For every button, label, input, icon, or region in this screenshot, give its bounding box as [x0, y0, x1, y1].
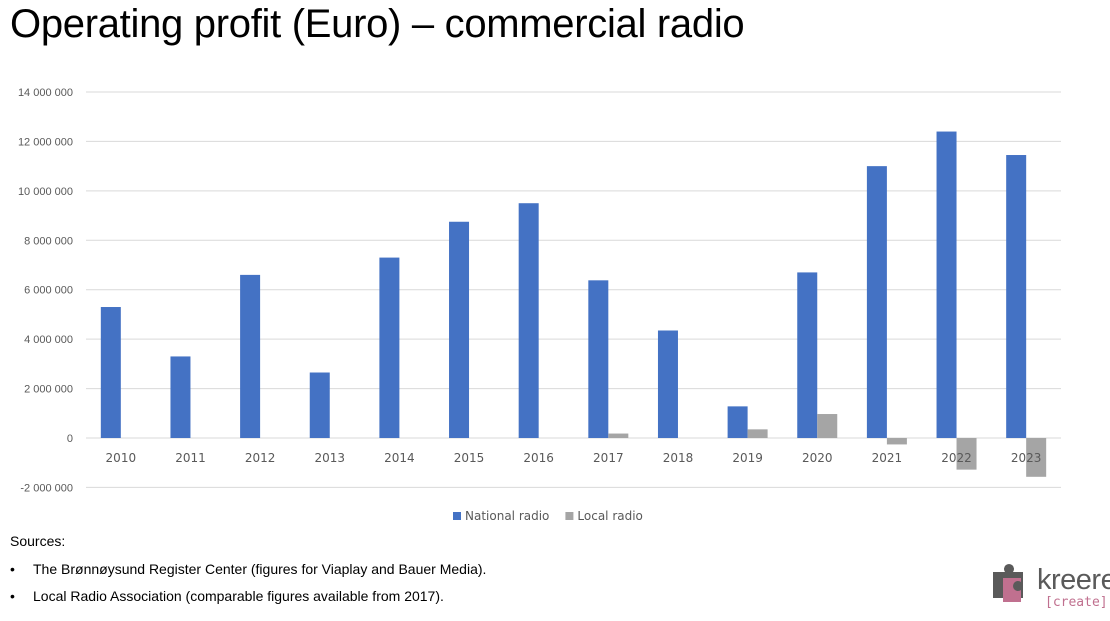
source-text: The Brønnøysund Register Center (figures… — [33, 561, 487, 577]
legend-label: Local radio — [577, 509, 643, 523]
bar-local-radio — [1026, 438, 1047, 477]
source-text: Local Radio Association (comparable figu… — [33, 588, 444, 604]
x-tick-label: 2019 — [732, 451, 763, 465]
x-tick-label: 2011 — [175, 451, 206, 465]
page-title: Operating profit (Euro) – commercial rad… — [10, 2, 745, 46]
kreere-logo: kreere [create] — [985, 562, 1110, 614]
y-tick-label: 2 000 000 — [24, 384, 73, 396]
y-tick-label: 4 000 000 — [24, 334, 73, 346]
bar-local-radio — [886, 438, 907, 445]
bar-national-radio — [936, 131, 957, 439]
x-tick-label: 2022 — [941, 451, 972, 465]
bullet-icon: • — [10, 561, 15, 577]
bar-national-radio — [170, 356, 191, 438]
x-tick-label: 2018 — [663, 451, 694, 465]
x-tick-label: 2017 — [593, 451, 624, 465]
sources-heading: Sources: — [10, 533, 66, 549]
bar-national-radio — [1006, 155, 1027, 438]
logo-wordmark: kreere — [1037, 564, 1110, 596]
bar-national-radio — [866, 166, 887, 438]
bar-local-radio — [608, 433, 629, 438]
bar-national-radio — [797, 272, 818, 438]
source-item: • The Brønnøysund Register Center (figure… — [10, 560, 486, 587]
x-tick-label: 2023 — [1011, 451, 1042, 465]
x-tick-label: 2014 — [384, 451, 415, 465]
y-tick-label: 8 000 000 — [24, 235, 73, 247]
x-tick-label: 2015 — [454, 451, 485, 465]
legend-swatch — [453, 512, 461, 520]
bar-national-radio — [518, 203, 539, 438]
source-item: • Local Radio Association (comparable fig… — [10, 587, 486, 614]
bar-national-radio — [240, 274, 261, 438]
legend-swatch — [565, 512, 574, 520]
y-tick-label: -2 000 000 — [20, 482, 73, 494]
bar-national-radio — [309, 372, 330, 438]
sources-list: • The Brønnøysund Register Center (figure… — [10, 560, 486, 614]
bar-local-radio — [817, 414, 838, 438]
x-tick-label: 2013 — [314, 451, 345, 465]
y-tick-label: 12 000 000 — [18, 136, 73, 148]
bar-national-radio — [449, 221, 470, 438]
legend-label: National radio — [465, 509, 549, 523]
bar-chart: -2 000 000 0 2 000 000 4 000 000 6 000 000 8 … — [18, 87, 1061, 523]
x-tick-label: 2020 — [802, 451, 833, 465]
y-tick-label: 6 000 000 — [24, 285, 73, 297]
y-tick-label: 14 000 000 — [18, 87, 73, 99]
bar-local-radio — [747, 429, 768, 438]
x-tick-label: 2021 — [872, 451, 903, 465]
bullet-icon: • — [10, 588, 15, 604]
x-tick-label: 2016 — [523, 451, 554, 465]
bar-national-radio — [657, 330, 678, 438]
bar-national-radio — [100, 307, 121, 438]
bar-national-radio — [727, 406, 748, 438]
puzzle-logo-icon — [993, 564, 1023, 602]
bar-national-radio — [379, 257, 400, 438]
bar-local-radio — [956, 438, 977, 470]
y-tick-label: 0 — [67, 433, 73, 445]
y-tick-label: 10 000 000 — [18, 186, 73, 198]
bar-national-radio — [588, 280, 609, 438]
x-tick-label: 2012 — [245, 451, 276, 465]
x-tick-label: 2010 — [106, 451, 137, 465]
logo-tagline: [create] — [1045, 595, 1108, 610]
